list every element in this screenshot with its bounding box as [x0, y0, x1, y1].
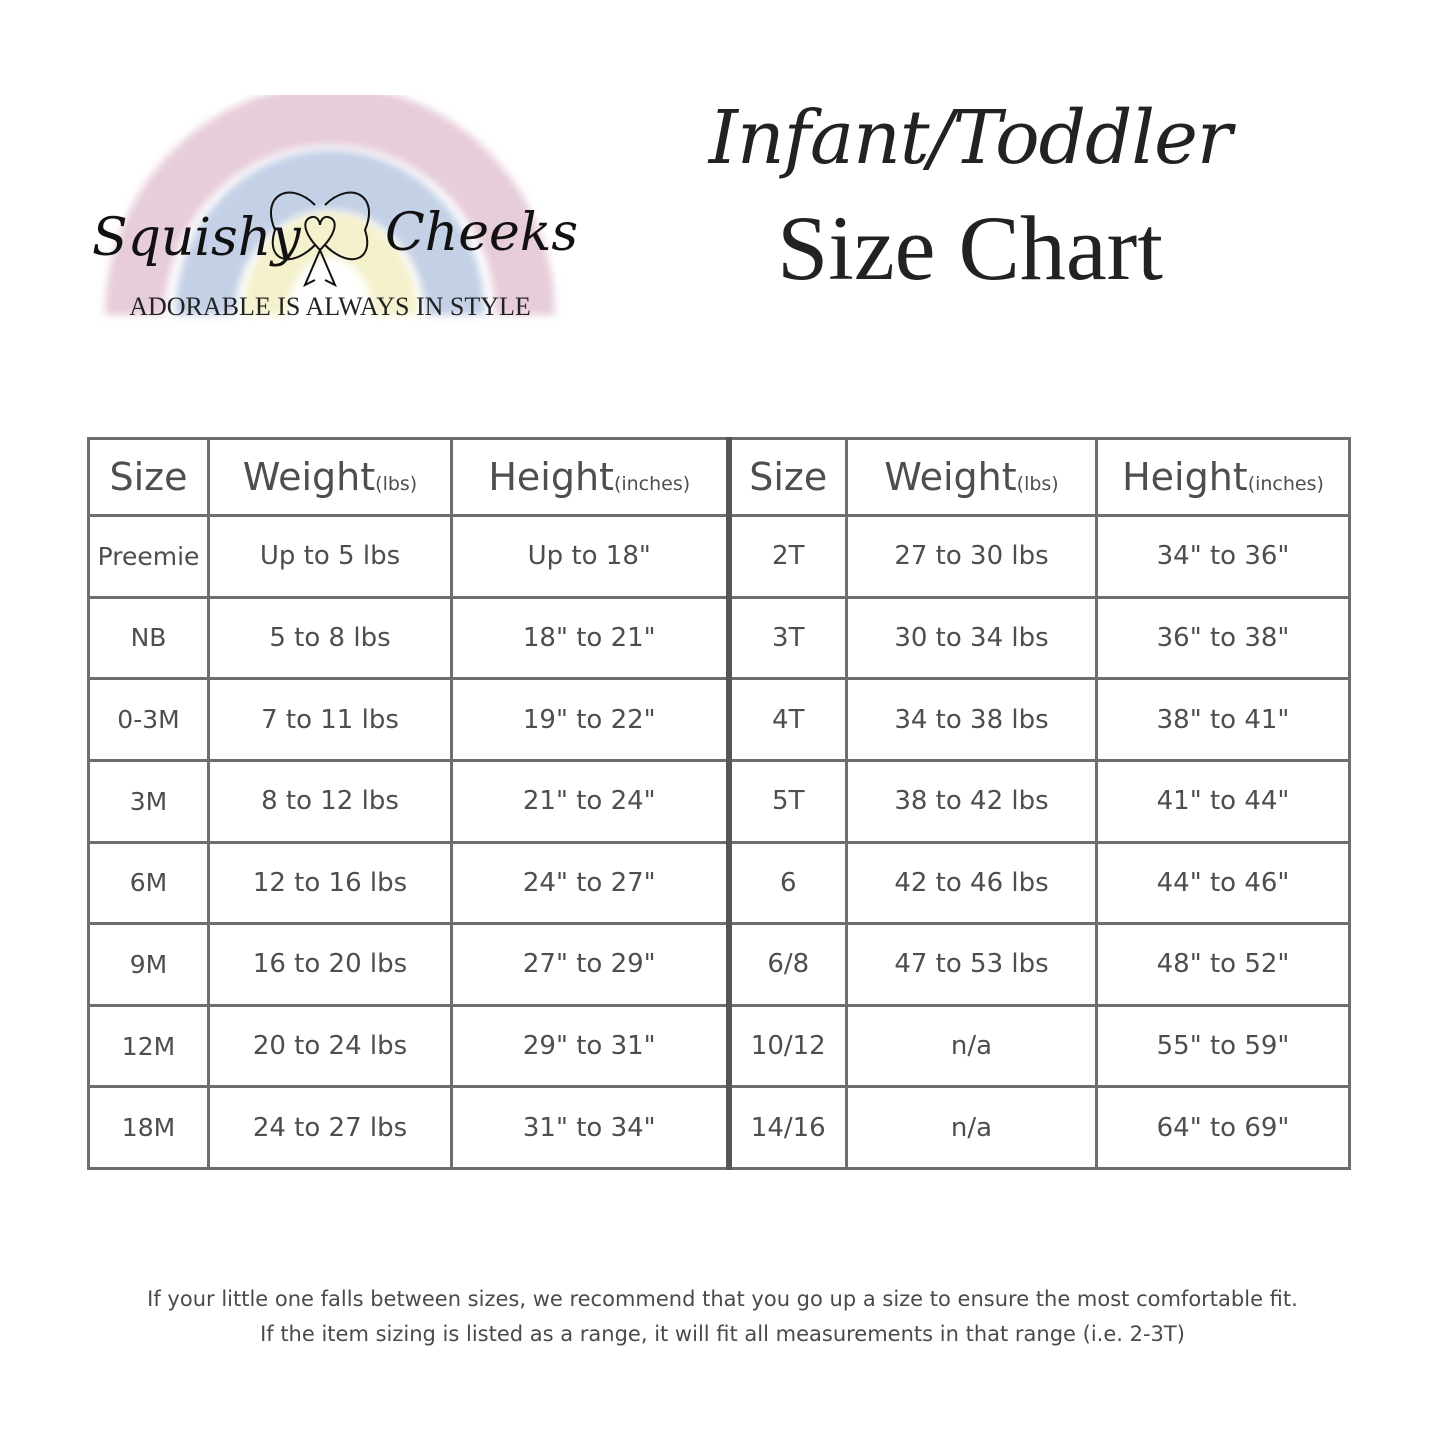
cell-size: 6M: [87, 840, 210, 926]
table-row: 12M 20 to 24 lbs 29" to 31" 10/12 n/a 55" to …: [87, 1003, 1351, 1089]
column-header-unit: (lbs): [375, 473, 418, 495]
cell-height: 41" to 44": [1095, 758, 1351, 844]
cell-weight: 20 to 24 lbs: [207, 1003, 453, 1089]
cell-size: 14/16: [727, 1085, 848, 1170]
column-header-label: Height: [488, 455, 614, 499]
cell-height: 64" to 69": [1095, 1085, 1351, 1170]
brand-tagline: ADORABLE IS ALWAYS IN STYLE: [129, 292, 531, 321]
cell-height: 18" to 21": [450, 595, 732, 681]
cell-weight: 16 to 20 lbs: [207, 922, 453, 1007]
cell-height: 34" to 36": [1095, 514, 1351, 599]
cell-height: 29" to 31": [450, 1003, 732, 1089]
table-row: 3M 8 to 12 lbs 21" to 24" 5T 38 to 42 lbs 41"…: [87, 758, 1351, 844]
cell-height: 19" to 22": [450, 677, 732, 762]
table-row: 9M 16 to 20 lbs 27" to 29" 6/8 47 to 53 lbs 4…: [87, 922, 1351, 1007]
sizing-note: If your little one falls between sizes, …: [0, 1282, 1445, 1352]
column-header-label: Size: [109, 455, 188, 499]
cell-size: 3T: [727, 595, 848, 681]
cell-weight: 24 to 27 lbs: [207, 1085, 453, 1170]
page-title-script: Infant/Toddler: [708, 95, 1232, 181]
cell-weight: 47 to 53 lbs: [845, 922, 1098, 1007]
cell-size: Preemie: [87, 514, 210, 599]
table-row: 6M 12 to 16 lbs 24" to 27" 6 42 to 46 lbs 44"…: [87, 840, 1351, 926]
sizing-note-line-2: If the item sizing is listed as a range,…: [260, 1322, 1185, 1346]
cell-weight: Up to 5 lbs: [207, 514, 453, 599]
cell-height: 21" to 24": [450, 758, 732, 844]
table-row: NB 5 to 8 lbs 18" to 21" 3T 30 to 34 lbs 36" …: [87, 595, 1351, 681]
cell-height: 24" to 27": [450, 840, 732, 926]
cell-height: 36" to 38": [1095, 595, 1351, 681]
cell-size: NB: [87, 595, 210, 681]
cell-weight: 42 to 46 lbs: [845, 840, 1098, 926]
table-row: 0-3M 7 to 11 lbs 19" to 22" 4T 34 to 38 lbs 3…: [87, 677, 1351, 762]
bow-heart-icon: [269, 191, 371, 288]
column-header-weight: Weight(lbs): [207, 437, 453, 517]
cell-height: 55" to 59": [1095, 1003, 1351, 1089]
brand-name-left: Squishy: [92, 208, 301, 268]
cell-weight: n/a: [845, 1085, 1098, 1170]
column-header-size: Size: [727, 437, 848, 517]
cell-weight: n/a: [845, 1003, 1098, 1089]
column-header-unit: (inches): [613, 473, 691, 495]
cell-size: 2T: [727, 514, 848, 599]
cell-weight: 27 to 30 lbs: [845, 514, 1098, 599]
cell-weight: 5 to 8 lbs: [207, 595, 453, 681]
column-header-label: Height: [1122, 455, 1248, 499]
column-header-weight: Weight(lbs): [845, 437, 1098, 517]
cell-size: 6/8: [727, 922, 848, 1007]
cell-size: 12M: [87, 1003, 210, 1089]
cell-weight: 12 to 16 lbs: [207, 840, 453, 926]
column-header-height: Height(inches): [450, 437, 732, 517]
column-header-label: Weight: [242, 455, 376, 499]
cell-weight: 30 to 34 lbs: [845, 595, 1098, 681]
cell-weight: 8 to 12 lbs: [207, 758, 453, 844]
table-row: 18M 24 to 27 lbs 31" to 34" 14/16 n/a 64" to …: [87, 1085, 1351, 1170]
cell-size: 9M: [87, 922, 210, 1007]
size-chart-table: Size Weight(lbs) Height(inches) Size Weight(…: [87, 437, 1351, 1170]
cell-size: 18M: [87, 1085, 210, 1170]
cell-height: Up to 18": [450, 514, 732, 599]
table-row: Preemie Up to 5 lbs Up to 18" 2T 27 to 30 lb…: [87, 514, 1351, 599]
cell-height: 44" to 46": [1095, 840, 1351, 926]
cell-size: 6: [727, 840, 848, 926]
table-header-row: Size Weight(lbs) Height(inches) Size Weight(…: [87, 437, 1351, 517]
cell-weight: 34 to 38 lbs: [845, 677, 1098, 762]
cell-size: 5T: [727, 758, 848, 844]
column-header-label: Size: [749, 455, 828, 499]
cell-height: 38" to 41": [1095, 677, 1351, 762]
column-header-size: Size: [87, 437, 210, 517]
cell-size: 10/12: [727, 1003, 848, 1089]
cell-size: 3M: [87, 758, 210, 844]
brand-logo: Squishy Cheeks ADORABLE IS ALWAYS IN STY…: [80, 45, 580, 345]
brand-name-right: Cheeks: [385, 203, 578, 263]
page-title: Size Chart: [777, 197, 1163, 299]
column-header-height: Height(inches): [1095, 437, 1351, 517]
cell-height: 48" to 52": [1095, 922, 1351, 1007]
column-header-label: Weight: [884, 455, 1017, 499]
cell-height: 31" to 34": [450, 1085, 732, 1170]
column-header-unit: (lbs): [1016, 473, 1059, 495]
cell-size: 4T: [727, 677, 848, 762]
cell-weight: 7 to 11 lbs: [207, 677, 453, 762]
column-header-unit: (inches): [1247, 473, 1324, 495]
cell-weight: 38 to 42 lbs: [845, 758, 1098, 844]
cell-height: 27" to 29": [450, 922, 732, 1007]
sizing-note-line-1: If your little one falls between sizes, …: [147, 1287, 1298, 1311]
cell-size: 0-3M: [87, 677, 210, 762]
